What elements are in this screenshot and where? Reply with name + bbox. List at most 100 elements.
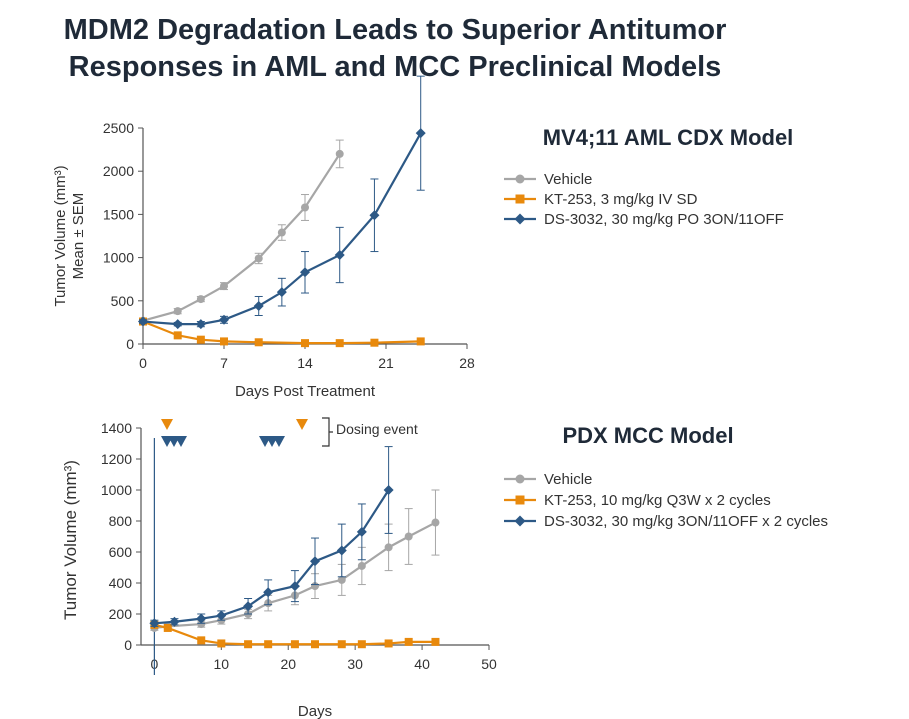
chart2-series1-point — [431, 637, 440, 646]
chart1-series0-point — [301, 203, 309, 212]
chart2-dosing-bracket — [322, 417, 333, 447]
chart1-series2-line — [142, 132, 422, 326]
chart2-series1-point — [404, 637, 413, 646]
chart2-legend-label: KT-253, 10 mg/kg Q3W x 2 cycles — [544, 492, 771, 509]
chart1-title: MV4;11 AML CDX Model — [543, 125, 794, 150]
chart2-y-tick-label: 1200 — [101, 451, 132, 467]
chart2-series1-point — [384, 639, 393, 648]
chart1-series2-point — [415, 128, 426, 139]
chart1-legend-swatch-marker — [515, 174, 525, 184]
chart1-y-tick-label: 1000 — [103, 250, 134, 266]
chart2-x-tick-label: 40 — [414, 656, 430, 672]
chart2-dosing-kt253-triangle — [161, 419, 173, 430]
chart1-series0-point — [220, 282, 228, 291]
chart2-series1-point — [290, 640, 299, 649]
chart1-x-tick-label: 21 — [378, 355, 394, 371]
chart2-dosing-annotation: Dosing event — [336, 421, 418, 437]
chart2-x-tick-label: 10 — [214, 656, 230, 672]
chart1-series2-point — [172, 319, 183, 330]
chart2-series2-point — [149, 618, 160, 629]
chart1-series2-point — [276, 287, 287, 298]
chart1-y-tick-label: 2500 — [103, 120, 134, 136]
chart2-y-tick-label: 800 — [109, 513, 133, 529]
chart1-series1-point — [335, 339, 344, 348]
chart2-series1-point — [357, 640, 366, 649]
chart1-y-tick-label: 0 — [126, 336, 134, 352]
chart2-dosing-kt253-triangle — [296, 419, 308, 430]
chart2-legend-swatch-marker — [515, 474, 525, 484]
chart2-y-tick-label: 200 — [109, 606, 133, 622]
chart2-series2-point — [356, 526, 367, 537]
chart1-series2-point — [334, 250, 345, 261]
chart1-legend-swatch-marker — [514, 213, 526, 225]
chart2-series0-point — [337, 575, 346, 584]
page-title: MDM2 Degradation Leads to Superior Antit… — [0, 12, 790, 86]
chart2-y-tick-label: 0 — [124, 637, 132, 653]
chart1-series1-point — [196, 335, 205, 344]
chart1-x-tick-label: 28 — [459, 355, 475, 371]
chart1-series1-point — [173, 331, 182, 340]
chart1-series0-point — [277, 228, 286, 237]
chart2-y-tick-label: 1400 — [101, 420, 132, 436]
chart1-y-axis-label-line1: Tumor Volume (mm³) — [52, 165, 69, 306]
chart2-series2-point — [263, 587, 274, 598]
chart1-x-axis-label: Days Post Treatment — [235, 383, 376, 400]
chart1-series0-point — [254, 254, 263, 263]
chart2-dosing-ds3032-triangle — [175, 436, 187, 447]
chart2-series2-point — [169, 616, 180, 627]
chart2-y-tick-label: 600 — [109, 544, 133, 560]
chart1-y-axis-label-line2: Mean ± SEM — [70, 193, 87, 280]
chart2-x-tick-label: 20 — [280, 656, 296, 672]
chart1-series2-point — [138, 316, 148, 327]
chart1-y-tick-label: 500 — [111, 293, 135, 309]
chart2-legend-label: DS-3032, 30 mg/kg 3ON/11OFF x 2 cycles — [544, 513, 828, 530]
chart2-series0-point — [431, 518, 440, 527]
chart2-x-axis-label: Days — [298, 703, 332, 719]
chart2-dosing-ds3032-triangle — [273, 436, 285, 447]
chart2-series1-point — [337, 640, 346, 649]
chart1-legend-label: KT-253, 3 mg/kg IV SD — [544, 191, 698, 208]
chart2-series0-point — [404, 532, 413, 541]
chart2-legend-swatch-marker — [514, 515, 526, 527]
chart1-legend-swatch-marker — [515, 194, 525, 204]
chart1-series2-point — [219, 314, 229, 325]
chart2-series1-point — [311, 640, 319, 649]
page-title-line2: Responses in AML and MCC Preclinical Mod… — [68, 51, 722, 83]
chart1-series1-point — [416, 337, 425, 346]
chart1-legend-label: Vehicle — [544, 171, 592, 188]
chart2-title: PDX MCC Model — [562, 423, 733, 448]
chart2-series1-point — [264, 640, 273, 649]
chart2-series0-point — [197, 620, 206, 629]
chart2-y-axis-label: Tumor Volume (mm³) — [61, 460, 80, 620]
chart2-series2-point — [243, 601, 254, 612]
chart1-x-tick-label: 14 — [297, 355, 313, 371]
chart2-legend-label: Vehicle — [544, 471, 592, 488]
chart1-legend-label: DS-3032, 30 mg/kg PO 3ON/11OFF — [544, 211, 784, 228]
chart2-series2-point — [336, 545, 347, 556]
chart2-series1-point — [217, 639, 226, 648]
chart2-series0-point — [357, 561, 366, 570]
chart2-y-tick-label: 400 — [109, 575, 133, 591]
chart1-series0-point — [173, 307, 182, 316]
chart2-series2-point — [196, 613, 207, 624]
chart1-series1-point — [301, 339, 309, 348]
chart1-y-tick-label: 2000 — [103, 163, 134, 179]
chart2-series1-point — [244, 640, 253, 649]
chart2-x-tick-label: 30 — [347, 656, 363, 672]
chart1-series2-point — [369, 210, 380, 221]
chart2-series2-point — [216, 610, 227, 621]
chart1-y-tick-label: 1500 — [103, 206, 134, 222]
chart1-series0-point — [335, 149, 344, 158]
chart1-series2-point — [300, 267, 310, 278]
chart1-series1-point — [254, 338, 263, 347]
chart1-x-tick-label: 7 — [220, 355, 228, 371]
chart1-series0-line — [142, 153, 341, 322]
chart2-series2-point — [383, 485, 394, 495]
page-title-line1: MDM2 Degradation Leads to Superior Antit… — [63, 14, 727, 46]
chart2-series0-point — [384, 543, 393, 552]
chart1-series0-point — [196, 295, 205, 304]
chart1-series1-point — [220, 337, 228, 346]
chart2-series1-point — [163, 623, 172, 632]
chart1-series1-point — [370, 338, 379, 347]
